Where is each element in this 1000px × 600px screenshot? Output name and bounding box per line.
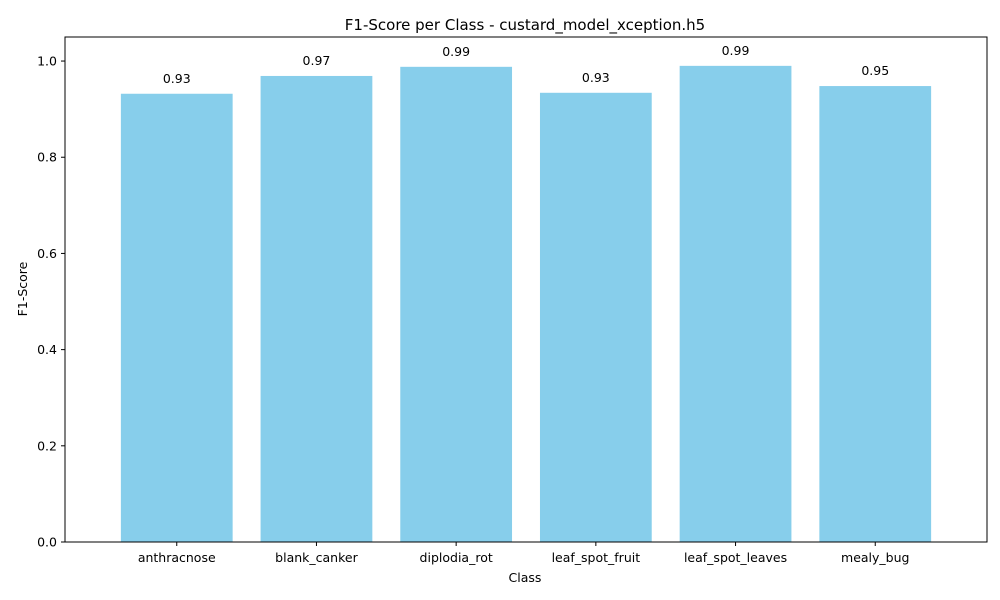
y-tick-label-0: 0.0 (37, 535, 57, 550)
y-tick-label-2: 0.4 (37, 342, 57, 357)
value-label-leaf_spot_fruit: 0.93 (582, 70, 610, 85)
value-label-leaf_spot_leaves: 0.99 (722, 43, 750, 58)
bar-mealy_bug (819, 86, 932, 543)
value-label-mealy_bug: 0.95 (861, 63, 889, 78)
bar-diplodia_rot (400, 66, 513, 543)
value-labels-group: 0.93 0.97 0.99 0.93 0.99 0.95 (163, 43, 889, 86)
value-label-diplodia_rot: 0.99 (442, 44, 470, 59)
bar-anthracnose (120, 93, 233, 542)
y-tick-label-3: 0.6 (37, 246, 57, 261)
x-tick-label-anthracnose: anthracnose (138, 550, 216, 565)
x-tick-label-diplodia_rot: diplodia_rot (420, 550, 493, 565)
y-tick-label-5: 1.0 (37, 54, 57, 69)
bars-group (120, 65, 932, 543)
x-tick-label-leaf_spot_leaves: leaf_spot_leaves (684, 550, 787, 565)
y-tick-label-4: 0.8 (37, 150, 57, 165)
chart-title: F1-Score per Class - custard_model_xcept… (345, 16, 705, 35)
value-label-blank_canker: 0.97 (303, 53, 331, 68)
bar-leaf_spot_leaves (679, 65, 792, 542)
y-axis: 0.0 0.2 0.4 0.6 0.8 1.0 (37, 54, 65, 550)
x-tick-label-mealy_bug: mealy_bug (841, 550, 909, 565)
x-tick-label-blank_canker: blank_canker (275, 550, 358, 565)
x-axis: anthracnose blank_canker diplodia_rot leaf_… (138, 542, 909, 565)
bar-blank_canker (260, 75, 373, 542)
y-tick-label-1: 0.2 (37, 438, 57, 453)
y-axis-label: F1-Score (15, 261, 30, 316)
x-tick-label-leaf_spot_fruit: leaf_spot_fruit (552, 550, 641, 565)
bar-leaf_spot_fruit (539, 92, 652, 543)
value-label-anthracnose: 0.93 (163, 71, 191, 86)
plot-frame (64, 36, 988, 543)
x-axis-label: Class (509, 570, 542, 585)
